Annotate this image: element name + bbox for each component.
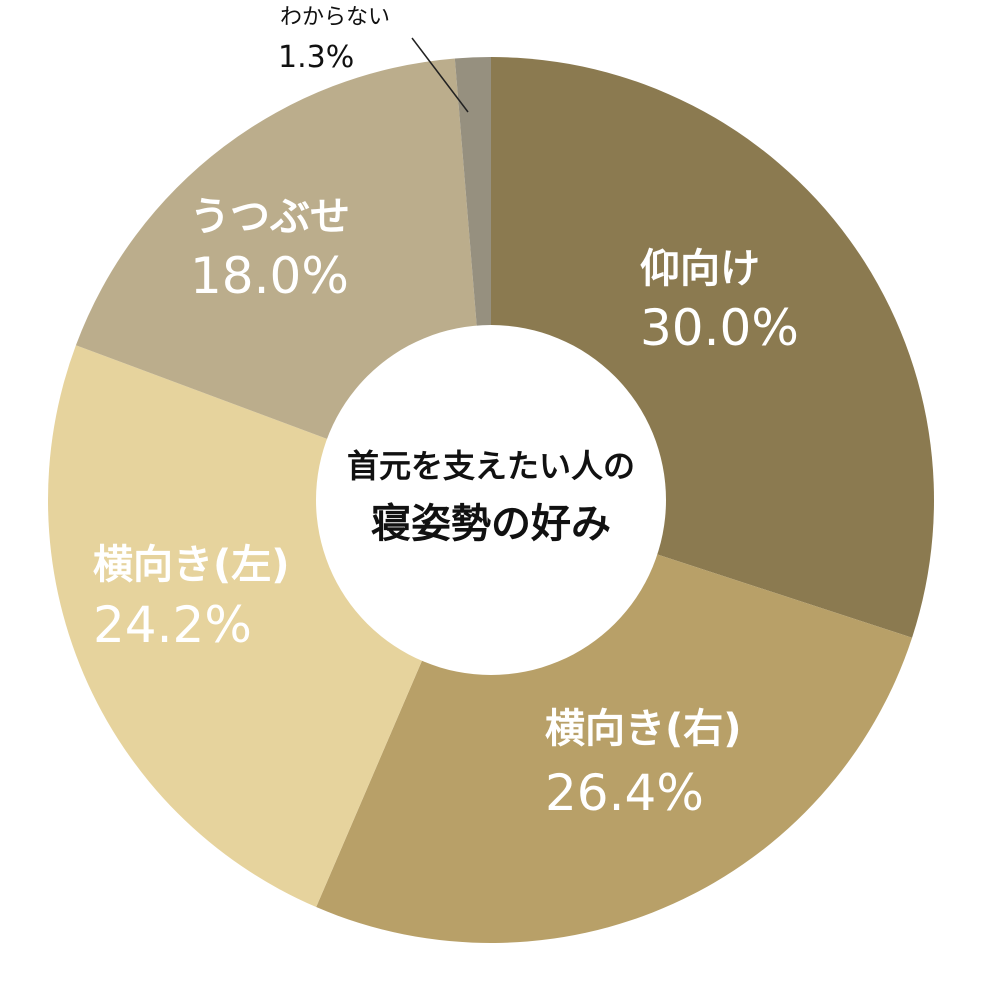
slice-label-4-value: 1.3% bbox=[278, 40, 354, 75]
slice-label-3-name: うつぶせ bbox=[190, 194, 350, 240]
center-title-line-1: 首元を支えたい人の bbox=[347, 447, 635, 485]
slice-label-0-name: 仰向け bbox=[640, 246, 760, 292]
slice-label-2: 横向き(左) 24.2% bbox=[93, 542, 290, 654]
slice-label-2-value: 24.2% bbox=[93, 596, 252, 654]
slice-label-0-value: 30.0% bbox=[640, 299, 799, 357]
slice-label-1-value: 26.4% bbox=[545, 764, 704, 822]
slice-label-1: 横向き(右) 26.4% bbox=[545, 706, 742, 822]
slice-label-3: うつぶせ 18.0% bbox=[190, 194, 350, 305]
slice-label-2-name: 横向き(左) bbox=[93, 542, 290, 588]
slice-label-4-name: わからない bbox=[280, 5, 390, 30]
slice-label-3-value: 18.0% bbox=[190, 247, 349, 305]
slice-label-0: 仰向け 30.0% bbox=[640, 246, 799, 357]
slice-label-1-name: 横向き(右) bbox=[545, 706, 742, 752]
donut-hole bbox=[316, 325, 666, 675]
center-title-line-2: 寝姿勢の好み bbox=[371, 501, 611, 547]
leader-line bbox=[411, 37, 469, 113]
